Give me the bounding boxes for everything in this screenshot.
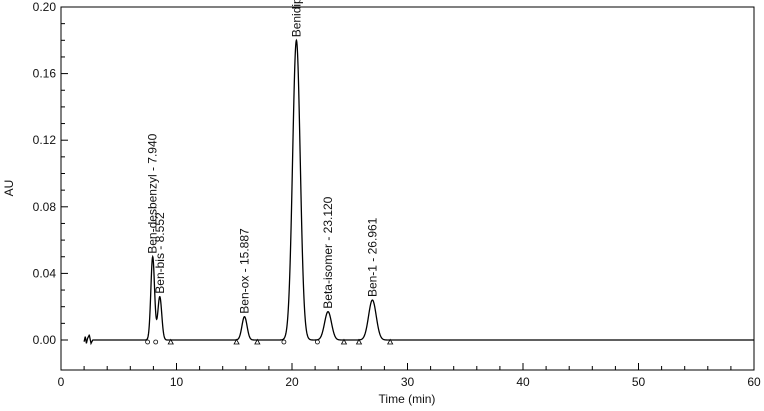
y-tick-label: 0.20 <box>33 0 57 14</box>
baseline-marker-triangle <box>254 338 261 345</box>
y-tick-label: 0.04 <box>33 266 57 280</box>
baseline-marker-triangle <box>386 338 394 345</box>
baseline-marker-circle <box>281 339 287 345</box>
baseline-marker-triangle <box>340 338 348 345</box>
peak-label: Beta-isomer - 23.120 <box>321 196 335 308</box>
peak-label: Ben-1 - 26.961 <box>365 217 379 297</box>
baseline-marker-triangle <box>233 338 240 345</box>
x-tick-label: 0 <box>58 375 65 389</box>
y-tick-label: 0.12 <box>33 133 57 147</box>
x-tick-label: 20 <box>285 375 299 389</box>
plot-area <box>60 6 755 371</box>
x-tick-label: 30 <box>401 375 415 389</box>
x-tick-label: 60 <box>747 375 761 389</box>
axis-ticks <box>60 6 755 370</box>
baseline-marker-circle <box>315 339 320 345</box>
x-tick-label: 40 <box>516 375 530 389</box>
y-axis-title: AU <box>2 180 16 197</box>
integration-markers <box>145 338 394 345</box>
baseline-marker-circle <box>145 339 151 345</box>
peak-label: Ben-bis - 8.552 <box>153 212 167 294</box>
y-tick-label: 0.16 <box>33 67 57 81</box>
x-tick-label: 10 <box>170 375 184 389</box>
baseline-marker-triangle <box>167 338 174 345</box>
baseline-marker-triangle <box>355 338 363 345</box>
chromatogram-trace <box>83 38 754 346</box>
y-tick-label: 0.08 <box>33 200 57 214</box>
y-tick-label: 0.00 <box>33 333 57 347</box>
x-tick-label: 50 <box>632 375 646 389</box>
peak-label: Benidipine - 20.382 <box>289 0 303 37</box>
baseline-marker-circle <box>153 339 159 345</box>
tick-labels: 0.00 0.04 0.08 0.12 0.16 0.20 0 10 20 30 40 50 60 <box>33 0 761 389</box>
peak-label: Ben-desbenzyl - 7.940 <box>146 133 160 253</box>
x-axis-title: Time (min) <box>379 392 436 406</box>
peak-label: Ben-ox - 15.887 <box>237 228 251 314</box>
